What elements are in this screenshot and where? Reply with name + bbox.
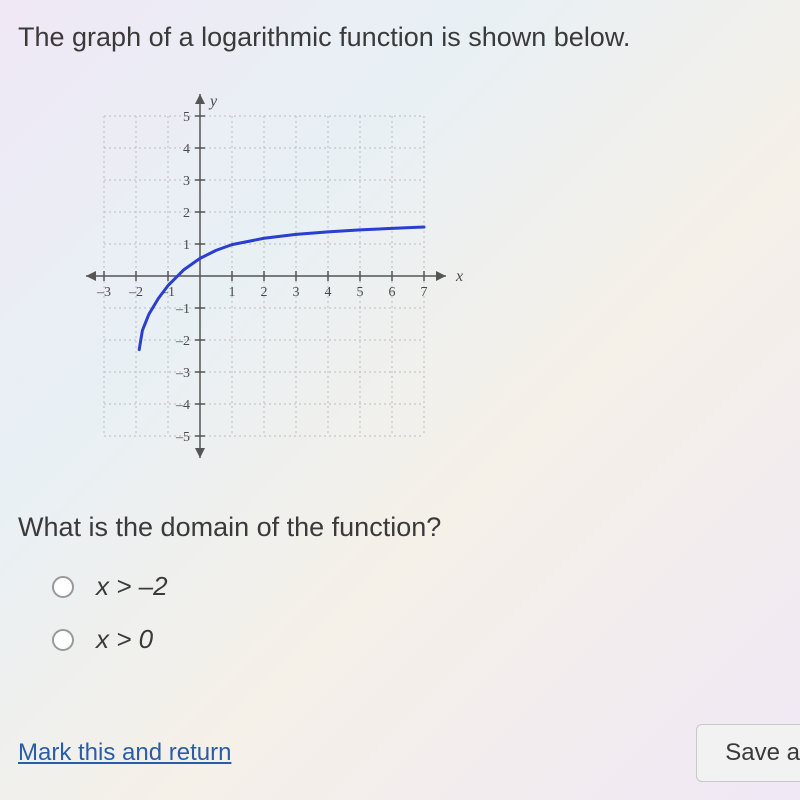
svg-text:–3: –3	[96, 285, 111, 300]
option-2[interactable]: x > 0	[52, 624, 782, 655]
svg-text:6: 6	[389, 285, 396, 300]
svg-text:7: 7	[421, 285, 428, 300]
sub-question: What is the domain of the function?	[18, 512, 782, 543]
svg-text:–3: –3	[175, 366, 190, 381]
svg-text:4: 4	[325, 285, 332, 300]
radio-icon[interactable]	[52, 576, 74, 598]
svg-text:1: 1	[183, 238, 190, 253]
option-label: x > –2	[96, 571, 168, 602]
svg-text:–5: –5	[175, 430, 190, 445]
svg-text:5: 5	[183, 110, 190, 125]
answer-options: x > –2 x > 0	[52, 571, 782, 655]
svg-text:3: 3	[293, 285, 300, 300]
svg-text:5: 5	[357, 285, 364, 300]
radio-icon[interactable]	[52, 629, 74, 651]
option-label: x > 0	[96, 624, 153, 655]
svg-text:–4: –4	[175, 398, 190, 413]
svg-text:1: 1	[229, 285, 236, 300]
save-button[interactable]: Save a	[696, 724, 800, 782]
mark-return-link[interactable]: Mark this and return	[18, 739, 231, 767]
svg-text:–2: –2	[128, 285, 143, 300]
svg-text:–1: –1	[175, 302, 190, 317]
svg-text:4: 4	[183, 142, 190, 157]
svg-text:x: x	[455, 268, 463, 285]
svg-text:3: 3	[183, 174, 190, 189]
log-chart: –3–2–11234567–5–4–3–2–112345xy	[78, 81, 518, 471]
option-1[interactable]: x > –2	[52, 571, 782, 602]
question-prompt: The graph of a logarithmic function is s…	[18, 22, 782, 53]
svg-text:2: 2	[183, 206, 190, 221]
svg-text:–2: –2	[175, 334, 190, 349]
svg-text:y: y	[208, 93, 218, 110]
svg-text:2: 2	[261, 285, 268, 300]
graph: –3–2–11234567–5–4–3–2–112345xy	[78, 81, 782, 476]
